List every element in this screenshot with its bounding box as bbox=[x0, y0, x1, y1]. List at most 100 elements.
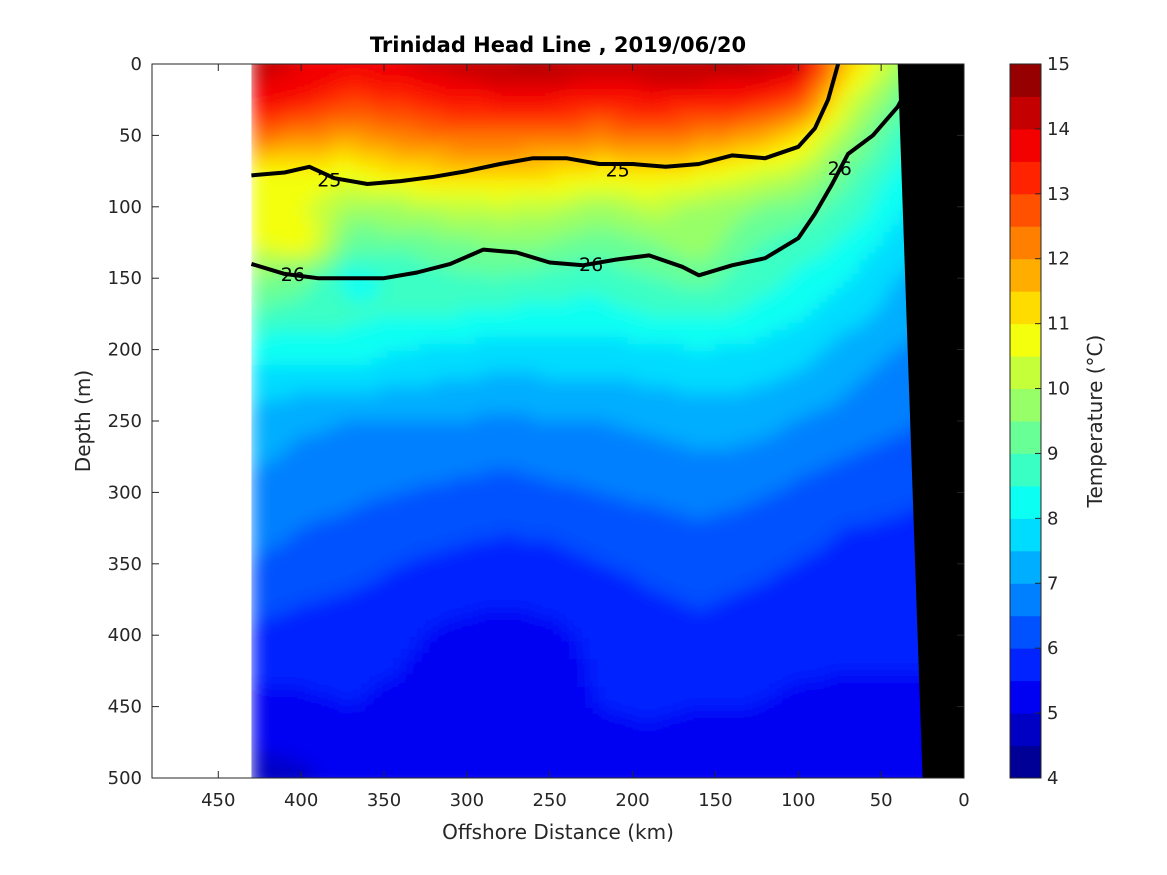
field-cell bbox=[883, 190, 892, 198]
field-cell bbox=[275, 344, 284, 352]
field-cell bbox=[819, 155, 828, 163]
field-cell bbox=[699, 295, 708, 303]
field-cell bbox=[819, 393, 828, 401]
field-cell bbox=[691, 379, 700, 387]
field-cell bbox=[563, 407, 572, 415]
field-cell bbox=[459, 155, 468, 163]
field-cell bbox=[627, 267, 636, 275]
field-cell bbox=[387, 379, 396, 387]
field-cell bbox=[451, 162, 460, 170]
field-cell bbox=[331, 372, 340, 380]
field-cell bbox=[451, 316, 460, 324]
field-cell bbox=[251, 176, 260, 184]
field-cell bbox=[499, 351, 508, 359]
field-cell bbox=[835, 246, 844, 254]
field-cell bbox=[347, 407, 356, 415]
field-cell bbox=[587, 274, 596, 282]
field-cell bbox=[379, 358, 388, 366]
field-cell bbox=[667, 64, 676, 65]
field-cell bbox=[291, 71, 300, 79]
field-cell bbox=[539, 316, 548, 324]
field-cell bbox=[755, 85, 764, 93]
field-cell bbox=[339, 323, 348, 331]
field-cell bbox=[715, 239, 724, 247]
field-cell bbox=[691, 190, 700, 198]
field-cell bbox=[283, 155, 292, 163]
field-cell bbox=[291, 386, 300, 394]
field-cell bbox=[323, 225, 332, 233]
field-cell bbox=[451, 78, 460, 86]
field-cell bbox=[571, 400, 580, 408]
field-cell bbox=[459, 148, 468, 156]
field-cell bbox=[411, 134, 420, 142]
field-cell bbox=[851, 421, 860, 429]
field-cell bbox=[443, 232, 452, 240]
field-cell bbox=[491, 281, 500, 289]
field-cell bbox=[531, 400, 540, 408]
field-cell bbox=[811, 330, 820, 338]
field-cell bbox=[795, 393, 804, 401]
field-cell bbox=[819, 141, 828, 149]
field-cell bbox=[899, 351, 908, 359]
field-cell bbox=[795, 330, 804, 338]
field-cell bbox=[483, 232, 492, 240]
field-cell bbox=[867, 85, 876, 93]
field-cell bbox=[539, 71, 548, 79]
field-cell bbox=[723, 316, 732, 324]
field-cell bbox=[579, 127, 588, 135]
field-cell bbox=[755, 169, 764, 177]
field-cell bbox=[475, 64, 484, 72]
field-cell bbox=[387, 190, 396, 198]
field-cell bbox=[851, 267, 860, 275]
field-cell bbox=[379, 337, 388, 345]
field-cell bbox=[683, 141, 692, 149]
field-cell bbox=[539, 281, 548, 289]
field-cell bbox=[355, 330, 364, 338]
field-cell bbox=[419, 316, 428, 324]
field-cell bbox=[547, 225, 556, 233]
field-cell bbox=[339, 183, 348, 191]
field-cell bbox=[539, 407, 548, 415]
field-cell bbox=[707, 428, 716, 436]
field-cell bbox=[267, 407, 276, 415]
field-cell bbox=[771, 379, 780, 387]
field-cell bbox=[675, 302, 684, 310]
field-cell bbox=[371, 148, 380, 156]
field-cell bbox=[515, 407, 524, 415]
field-cell bbox=[315, 302, 324, 310]
field-cell bbox=[659, 358, 668, 366]
field-cell bbox=[587, 85, 596, 93]
field-cell bbox=[635, 316, 644, 324]
field-cell bbox=[795, 50, 804, 58]
field-cell bbox=[867, 92, 876, 100]
field-cell bbox=[531, 372, 540, 380]
field-cell bbox=[395, 309, 404, 317]
field-cell bbox=[259, 428, 268, 436]
field-cell bbox=[603, 211, 612, 219]
field-cell bbox=[283, 407, 292, 415]
field-cell bbox=[523, 204, 532, 212]
field-cell bbox=[635, 246, 644, 254]
field-cell bbox=[363, 253, 372, 261]
field-cell bbox=[595, 407, 604, 415]
field-cell bbox=[251, 379, 260, 387]
field-cell bbox=[315, 351, 324, 359]
field-cell bbox=[867, 260, 876, 268]
field-cell bbox=[843, 393, 852, 401]
field-cell bbox=[411, 358, 420, 366]
field-cell bbox=[859, 197, 868, 205]
field-cell bbox=[659, 141, 668, 149]
field-cell bbox=[363, 232, 372, 240]
field-cell bbox=[851, 71, 860, 79]
field-cell bbox=[747, 421, 756, 429]
field-cell bbox=[771, 134, 780, 142]
field-cell bbox=[315, 155, 324, 163]
field-cell bbox=[267, 64, 276, 72]
field-cell bbox=[491, 302, 500, 310]
field-cell bbox=[859, 302, 868, 310]
field-cell bbox=[379, 344, 388, 352]
field-cell bbox=[875, 176, 884, 184]
field-cell bbox=[899, 372, 908, 380]
field-cell bbox=[435, 344, 444, 352]
field-cell bbox=[859, 372, 868, 380]
